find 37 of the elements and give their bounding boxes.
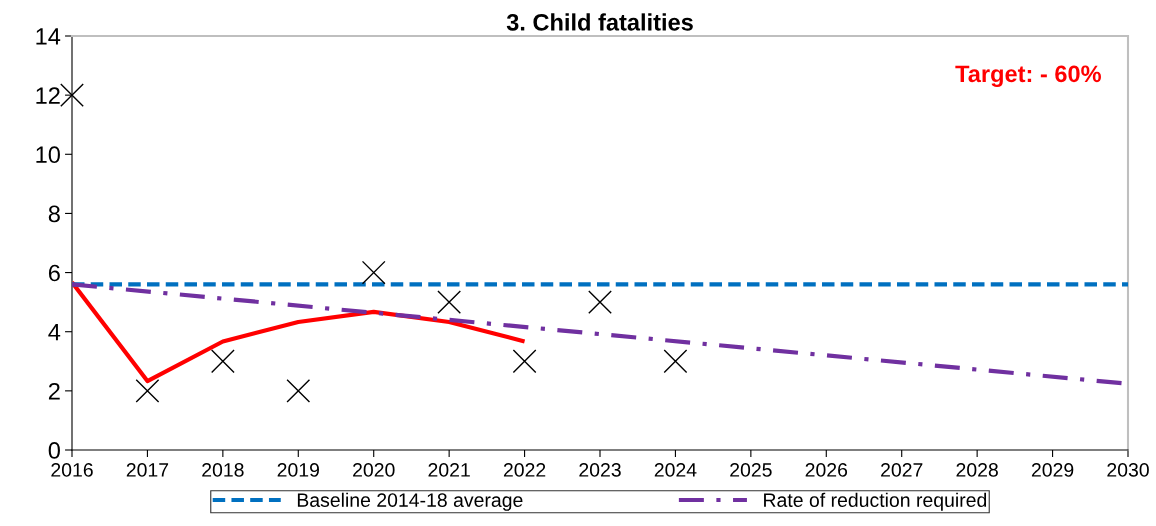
legend-label: Baseline 2014-18 average [297,492,523,511]
point [437,290,462,315]
annotation: Target: - 60% [955,65,1101,87]
point [512,349,537,374]
x-tick-label: 2016 [51,463,93,477]
point [286,378,311,403]
line-series [72,280,527,384]
chart-title: 3. Child fatalities [506,13,693,31]
x-tick-label: 2024 [654,463,697,477]
x-tick-label: 2026 [805,463,848,477]
y-tick-label: 0 [48,442,60,459]
point [135,378,160,403]
x-tick-label: 2028 [956,463,998,477]
x-tick-label: 2025 [730,463,772,477]
y-tick-label: 10 [36,146,60,164]
x-tick-label: 2017 [126,463,169,477]
point [361,260,386,285]
y-tick-label: 14 [36,28,61,45]
x-tick-label: 2029 [1031,463,1074,477]
legend-label: Rate of reduction required [764,492,987,511]
x-tick-label: 2023 [579,463,621,477]
x-tick-label: 2018 [202,463,244,477]
x-tick-label: 2022 [503,463,546,477]
point [60,83,84,108]
y-tick-label: 8 [48,205,60,223]
x-tick-label: 2027 [881,463,923,477]
y-tick-label: 4 [48,324,61,341]
point [588,290,612,315]
point [663,349,688,374]
y-tick-label: 2 [48,382,60,400]
y-tick-label: 12 [36,87,60,104]
x-tick-label: 2019 [277,463,319,477]
x-tick-label: 2020 [353,463,395,477]
x-tick-label: 2030 [1107,463,1149,477]
y-tick-label: 6 [48,264,60,282]
x-tick-label: 2021 [428,463,470,477]
point [210,349,235,374]
